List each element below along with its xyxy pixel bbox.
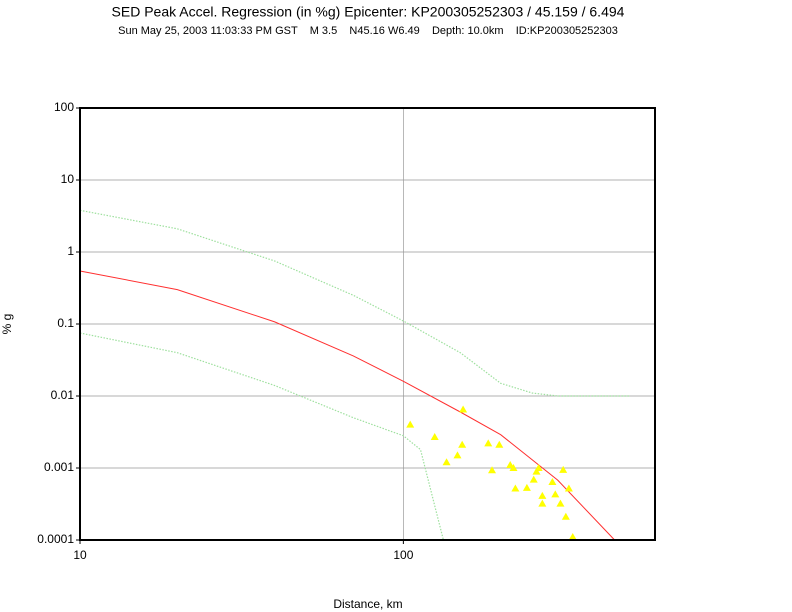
chart-subtitle: Sun May 25, 2003 11:03:33 PM GST M 3.5 N… (118, 25, 618, 37)
x-tick-label: 10 (73, 548, 87, 562)
data-point (538, 499, 547, 507)
data-point (529, 475, 538, 483)
data-point (442, 458, 451, 466)
y-tick-label: 10 (61, 172, 75, 186)
data-point (509, 464, 518, 471)
data-point (532, 467, 541, 475)
data-point (522, 483, 531, 491)
data-point (559, 465, 568, 473)
y-tick-label: 0.0001 (37, 532, 74, 546)
y-axis-label: % g (0, 314, 14, 335)
data-point (511, 484, 520, 492)
data-point (406, 420, 415, 428)
plot-frame (79, 107, 656, 541)
chart-title: SED Peak Accel. Regression (in %g) Epice… (112, 4, 625, 20)
data-point (484, 439, 493, 447)
data-point (548, 477, 557, 485)
data-point (453, 451, 462, 459)
y-tick-label: 100 (54, 100, 74, 114)
y-tick-label: 0.01 (51, 388, 75, 402)
data-point (430, 432, 439, 440)
y-tick-label: 0.1 (57, 316, 74, 330)
data-point (551, 490, 560, 498)
data-point (458, 440, 467, 448)
x-axis-label: Distance, km (333, 597, 402, 611)
data-point (564, 484, 573, 492)
data-point (556, 499, 565, 507)
regression-line (79, 332, 444, 541)
regression-line (79, 209, 630, 397)
data-point (534, 464, 543, 471)
data-point (495, 440, 504, 448)
data-point (538, 491, 547, 499)
x-tick-label: 100 (393, 548, 413, 562)
data-point (488, 466, 497, 474)
data-point (568, 533, 577, 541)
data-point (561, 512, 570, 520)
y-tick-label: 1 (67, 244, 74, 258)
y-tick-label: 0.001 (44, 460, 74, 474)
data-point (459, 405, 468, 413)
